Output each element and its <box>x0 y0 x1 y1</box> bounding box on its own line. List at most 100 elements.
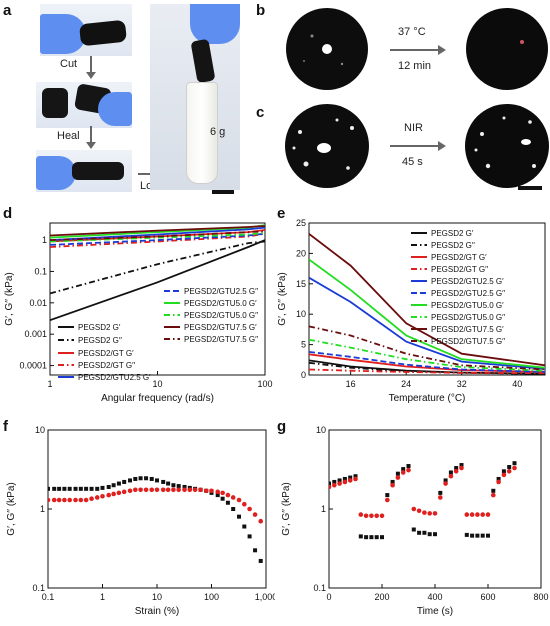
data-point <box>57 486 62 491</box>
panel-c: c NIR 45 s <box>252 96 550 196</box>
data-point <box>171 483 176 488</box>
data-point <box>353 474 358 479</box>
x-tick-label: 10 <box>152 379 162 389</box>
data-point <box>252 512 258 517</box>
data-point <box>215 493 220 498</box>
data-point <box>496 476 501 481</box>
y-tick-label: 5 <box>301 340 306 350</box>
panel-a: a Cut Heal Load 6 g <box>0 0 242 200</box>
photo-vial-load <box>150 4 240 190</box>
y-axis-label: G′, G′′ (kPa) <box>4 272 15 325</box>
x-tick-label: 0.1 <box>42 592 55 602</box>
data-point <box>258 518 264 524</box>
x-tick-label: 0 <box>326 592 331 602</box>
data-point <box>67 497 72 503</box>
panel-e: e 16 24 32 40 0 5 10 15 20 25 Temperature (°C) G′, … <box>275 205 550 410</box>
data-point <box>501 469 506 474</box>
data-point <box>348 475 353 480</box>
data-point <box>427 511 432 516</box>
data-point <box>337 478 342 483</box>
label-cut: Cut <box>60 58 78 70</box>
data-point <box>176 484 181 489</box>
data-point <box>182 484 187 489</box>
data-point <box>459 463 464 468</box>
data-point <box>422 510 427 515</box>
data-point <box>395 475 401 480</box>
data-point <box>149 476 154 481</box>
data-point <box>48 486 50 491</box>
legend-entry: PEGSD2/GTU2.5 G′ <box>78 373 151 382</box>
data-point <box>51 497 57 503</box>
legend-entry: PEGSD2/GT G′′ <box>431 265 489 274</box>
series-line <box>50 239 265 322</box>
data-point <box>358 534 363 539</box>
data-point <box>417 530 422 535</box>
data-point <box>464 532 469 537</box>
data-point <box>192 487 198 493</box>
x-tick-label: 400 <box>427 592 442 602</box>
y-axis-label: G′, G′′ (kPa) <box>6 482 17 535</box>
data-point <box>133 476 138 481</box>
data-point <box>337 481 342 486</box>
y-tick-label: 15 <box>296 279 306 289</box>
data-point <box>100 493 105 499</box>
legend-entry: PEGSD2/GTU5.0 G′ <box>184 299 257 308</box>
data-point <box>475 533 480 538</box>
series-line <box>50 231 265 243</box>
data-point <box>78 486 83 491</box>
data-point <box>358 512 364 517</box>
label-nir: NIR <box>404 122 423 134</box>
data-point <box>443 478 448 483</box>
y-tick-label: 10 <box>296 309 306 319</box>
legend-entry: PEGSD2 G′′ <box>431 241 475 250</box>
data-point <box>176 487 181 493</box>
data-point <box>501 472 507 478</box>
label-temperature: 37 °C <box>398 26 426 38</box>
x-tick-label: 16 <box>346 379 356 389</box>
data-point <box>395 471 400 476</box>
data-point <box>347 478 353 483</box>
data-point <box>470 533 475 538</box>
data-point <box>390 479 395 484</box>
y-tick-label: 1 <box>321 504 326 514</box>
legend-entry: PEGSD2/GTU2.5 G′ <box>431 277 504 286</box>
gel-disc-after <box>466 8 548 90</box>
data-point <box>215 489 221 495</box>
legend-entry: PEGSD2/GTU5.0 G′′ <box>184 311 259 320</box>
chart-e: 16 24 32 40 0 5 10 15 20 25 Temperature (°C) G′, G′… <box>277 218 546 404</box>
data-point <box>390 482 395 488</box>
series-line <box>309 351 545 373</box>
legend-entry: PEGSD2/GT G′ <box>431 253 487 262</box>
panel-label-c: c <box>256 104 265 121</box>
data-point <box>83 497 89 503</box>
data-point <box>230 495 236 500</box>
data-point <box>438 490 443 495</box>
x-tick-label: 600 <box>480 592 495 602</box>
data-point <box>491 492 496 498</box>
x-tick-label: 1 <box>100 592 105 602</box>
data-point <box>486 533 490 538</box>
data-point <box>73 486 78 491</box>
x-tick-label: 32 <box>457 379 467 389</box>
panel-b: b 37 °C 12 min <box>252 0 550 95</box>
data-point <box>165 487 171 493</box>
data-point <box>416 508 422 514</box>
y-tick-label: 10 <box>35 425 45 435</box>
series-line <box>309 368 545 375</box>
series-line <box>309 276 545 370</box>
data-point <box>78 497 84 503</box>
x-tick-label: 10 <box>152 592 162 602</box>
plot-frame <box>328 429 542 589</box>
data-point <box>491 488 496 493</box>
data-point <box>253 548 258 553</box>
x-tick-label: 1,000 <box>255 592 275 602</box>
data-point <box>203 488 209 494</box>
data-point <box>161 479 166 484</box>
data-point <box>422 530 427 535</box>
x-tick-label: 24 <box>401 379 411 389</box>
series-line <box>309 258 545 369</box>
data-point <box>342 476 347 481</box>
data-point <box>138 476 143 481</box>
x-tick-label: 200 <box>374 592 389 602</box>
gel-disc-nir-before <box>285 104 369 188</box>
